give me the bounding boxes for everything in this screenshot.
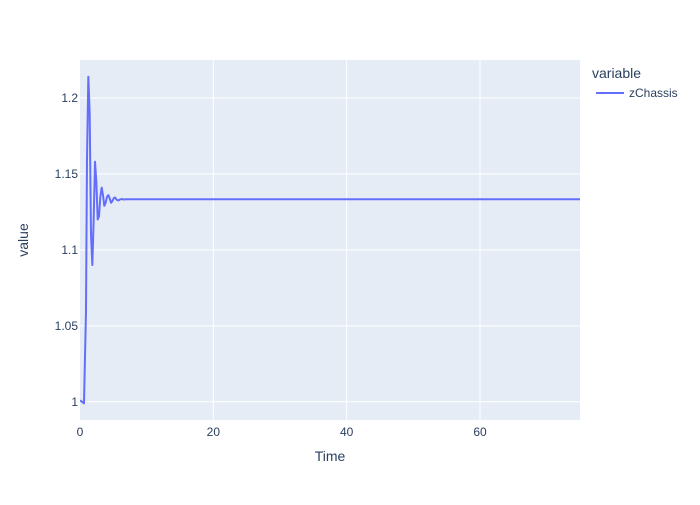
legend-label: zChassis (629, 86, 678, 100)
series-layer (80, 75, 580, 405)
x-tick-label: 60 (473, 425, 487, 439)
y-axis-title: value (15, 223, 31, 257)
y-tick-label: 1 (71, 395, 78, 409)
legend-item-zchassis[interactable]: zChassis (596, 86, 678, 100)
plot-area (80, 60, 580, 420)
legend-title: variable (592, 65, 641, 81)
x-tick-label: 20 (207, 425, 221, 439)
tick-labels: 0 20 40 60 1 1.05 1.1 1.15 1.2 (55, 91, 487, 439)
x-tick-label: 0 (77, 425, 84, 439)
legend[interactable]: variable zChassis (592, 65, 678, 100)
x-axis-title: Time (315, 448, 346, 464)
y-tick-label: 1.15 (55, 167, 79, 181)
y-tick-label: 1.1 (61, 243, 78, 257)
x-tick-label: 40 (340, 425, 354, 439)
grid-lines (80, 60, 580, 420)
y-tick-label: 1.05 (55, 319, 79, 333)
series-line-zchassis[interactable] (80, 75, 580, 405)
y-tick-label: 1.2 (61, 91, 78, 105)
